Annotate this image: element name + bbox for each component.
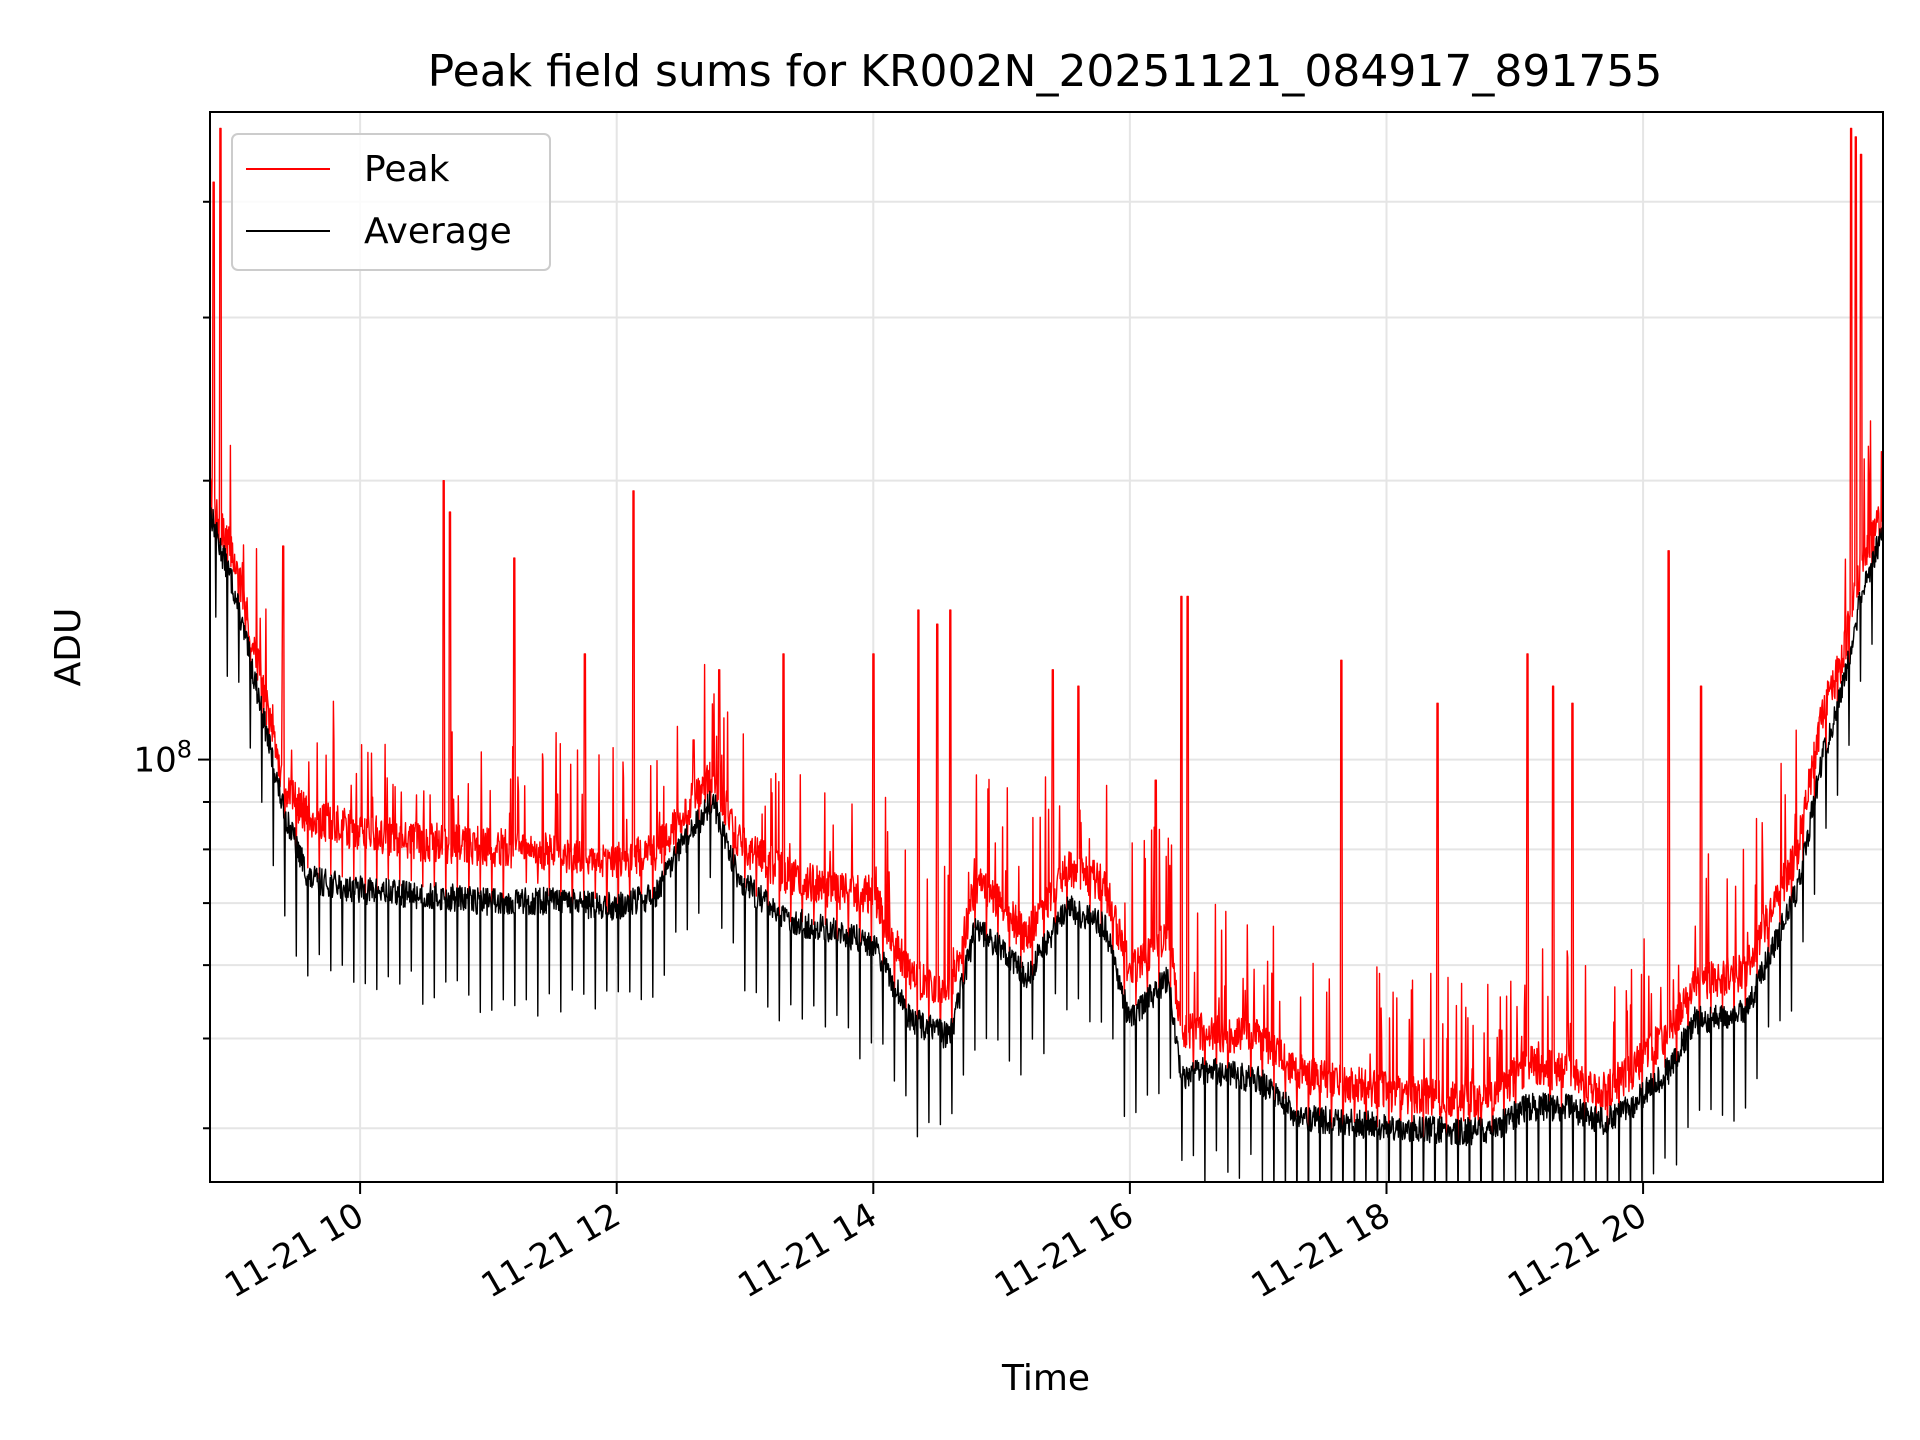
x-axis-label: Time [1001, 1358, 1090, 1399]
plot-frame [209, 111, 1884, 1183]
y-tick-label: 108 [133, 736, 192, 781]
series-peak-line [210, 127, 1883, 1169]
series-average-line [210, 507, 1883, 1182]
series-layer [210, 127, 1883, 1182]
y-axis-label: ADU [48, 608, 89, 687]
chart-title: Peak field sums for KR002N_20251121_0849… [428, 46, 1663, 97]
legend: Peak Average [231, 133, 551, 271]
legend-average-label: Average [364, 211, 512, 252]
legend-peak-label: Peak [364, 149, 450, 190]
